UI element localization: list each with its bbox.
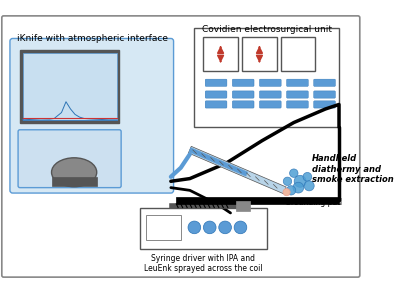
FancyBboxPatch shape [2, 16, 360, 277]
FancyBboxPatch shape [146, 215, 181, 240]
FancyBboxPatch shape [10, 38, 174, 193]
FancyBboxPatch shape [205, 79, 227, 86]
Text: Grounding pad: Grounding pad [284, 197, 342, 207]
FancyBboxPatch shape [314, 101, 335, 108]
FancyBboxPatch shape [260, 101, 281, 108]
FancyBboxPatch shape [22, 53, 117, 120]
FancyBboxPatch shape [205, 101, 227, 108]
Text: Covidien electrosurgical unit: Covidien electrosurgical unit [202, 25, 332, 34]
Circle shape [289, 169, 298, 178]
FancyBboxPatch shape [286, 79, 308, 86]
FancyBboxPatch shape [232, 79, 254, 86]
FancyBboxPatch shape [18, 130, 121, 188]
Circle shape [203, 221, 216, 234]
FancyBboxPatch shape [314, 79, 335, 86]
Bar [52, 177, 97, 186]
FancyBboxPatch shape [281, 37, 316, 71]
Circle shape [283, 188, 290, 196]
FancyBboxPatch shape [140, 208, 267, 249]
Circle shape [282, 176, 293, 187]
Circle shape [302, 172, 312, 182]
FancyBboxPatch shape [20, 50, 119, 122]
FancyBboxPatch shape [286, 101, 308, 108]
FancyBboxPatch shape [260, 79, 281, 86]
FancyBboxPatch shape [232, 91, 254, 98]
Circle shape [303, 180, 315, 192]
FancyBboxPatch shape [286, 91, 308, 98]
Circle shape [287, 186, 296, 195]
Bar [236, 201, 250, 211]
Circle shape [296, 177, 305, 186]
Circle shape [234, 221, 247, 234]
FancyBboxPatch shape [242, 37, 277, 71]
FancyBboxPatch shape [260, 91, 281, 98]
FancyBboxPatch shape [203, 37, 238, 71]
FancyBboxPatch shape [194, 28, 339, 127]
FancyArrow shape [188, 146, 286, 194]
FancyArrow shape [189, 148, 248, 176]
Ellipse shape [52, 158, 97, 187]
Text: Handheld
diathermy and
smoke extraction: Handheld diathermy and smoke extraction [312, 154, 394, 184]
Text: Syringe driver with IPA and
LeuEnk sprayed across the coil: Syringe driver with IPA and LeuEnk spray… [144, 254, 263, 273]
Bar [176, 197, 339, 204]
FancyBboxPatch shape [232, 101, 254, 108]
Text: iKnife with atmospheric interface: iKnife with atmospheric interface [17, 34, 168, 43]
FancyBboxPatch shape [314, 91, 335, 98]
Circle shape [219, 221, 232, 234]
FancyBboxPatch shape [205, 91, 227, 98]
Circle shape [293, 182, 304, 193]
Circle shape [188, 221, 201, 234]
